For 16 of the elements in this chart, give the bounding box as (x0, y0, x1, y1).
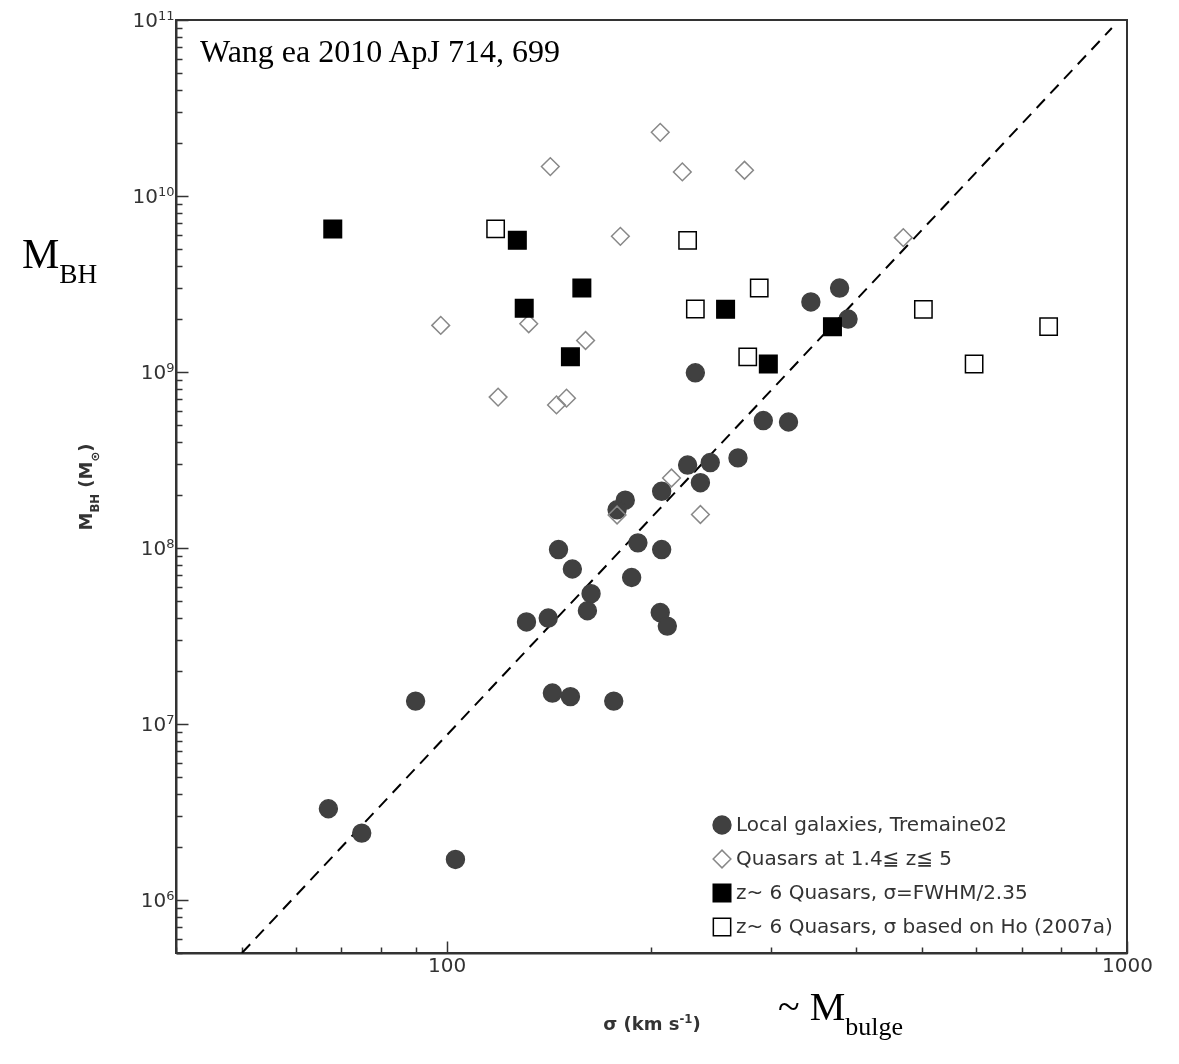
y-tick-label: 10$^{6}$ (140, 887, 175, 912)
annotation: Wang ea 2010 ApJ 714, 699 (200, 33, 561, 69)
text: M$_{BH}$ (22, 231, 98, 289)
x-axis-title: σ (km s$^{-1}$) (603, 1011, 701, 1034)
legend-label: Local galaxies, Tremaine02 (736, 812, 1007, 836)
legend-label: Quasars at 1.4≦ z≦ 5 (736, 846, 953, 870)
y-tick-label: 10$^{9}$ (140, 359, 175, 384)
legend-label: z~ 6 Quasars, σ=FWHM/2.35 (736, 880, 1028, 904)
y-tick-label: 10$^{7}$ (140, 711, 175, 736)
legend-label: z~ 6 Quasars, σ based on Ho (2007a) (736, 914, 1113, 938)
y-tick-label: 10$^{11}$ (132, 7, 175, 32)
y-tick-label: 10$^{8}$ (140, 535, 175, 560)
x-tick-label: 100 (428, 952, 467, 977)
x-tick-label: 1000 (1102, 952, 1153, 977)
text: ~ M$_{bulge}$ (778, 984, 903, 1041)
y-tick-label: 10$^{10}$ (132, 183, 175, 208)
